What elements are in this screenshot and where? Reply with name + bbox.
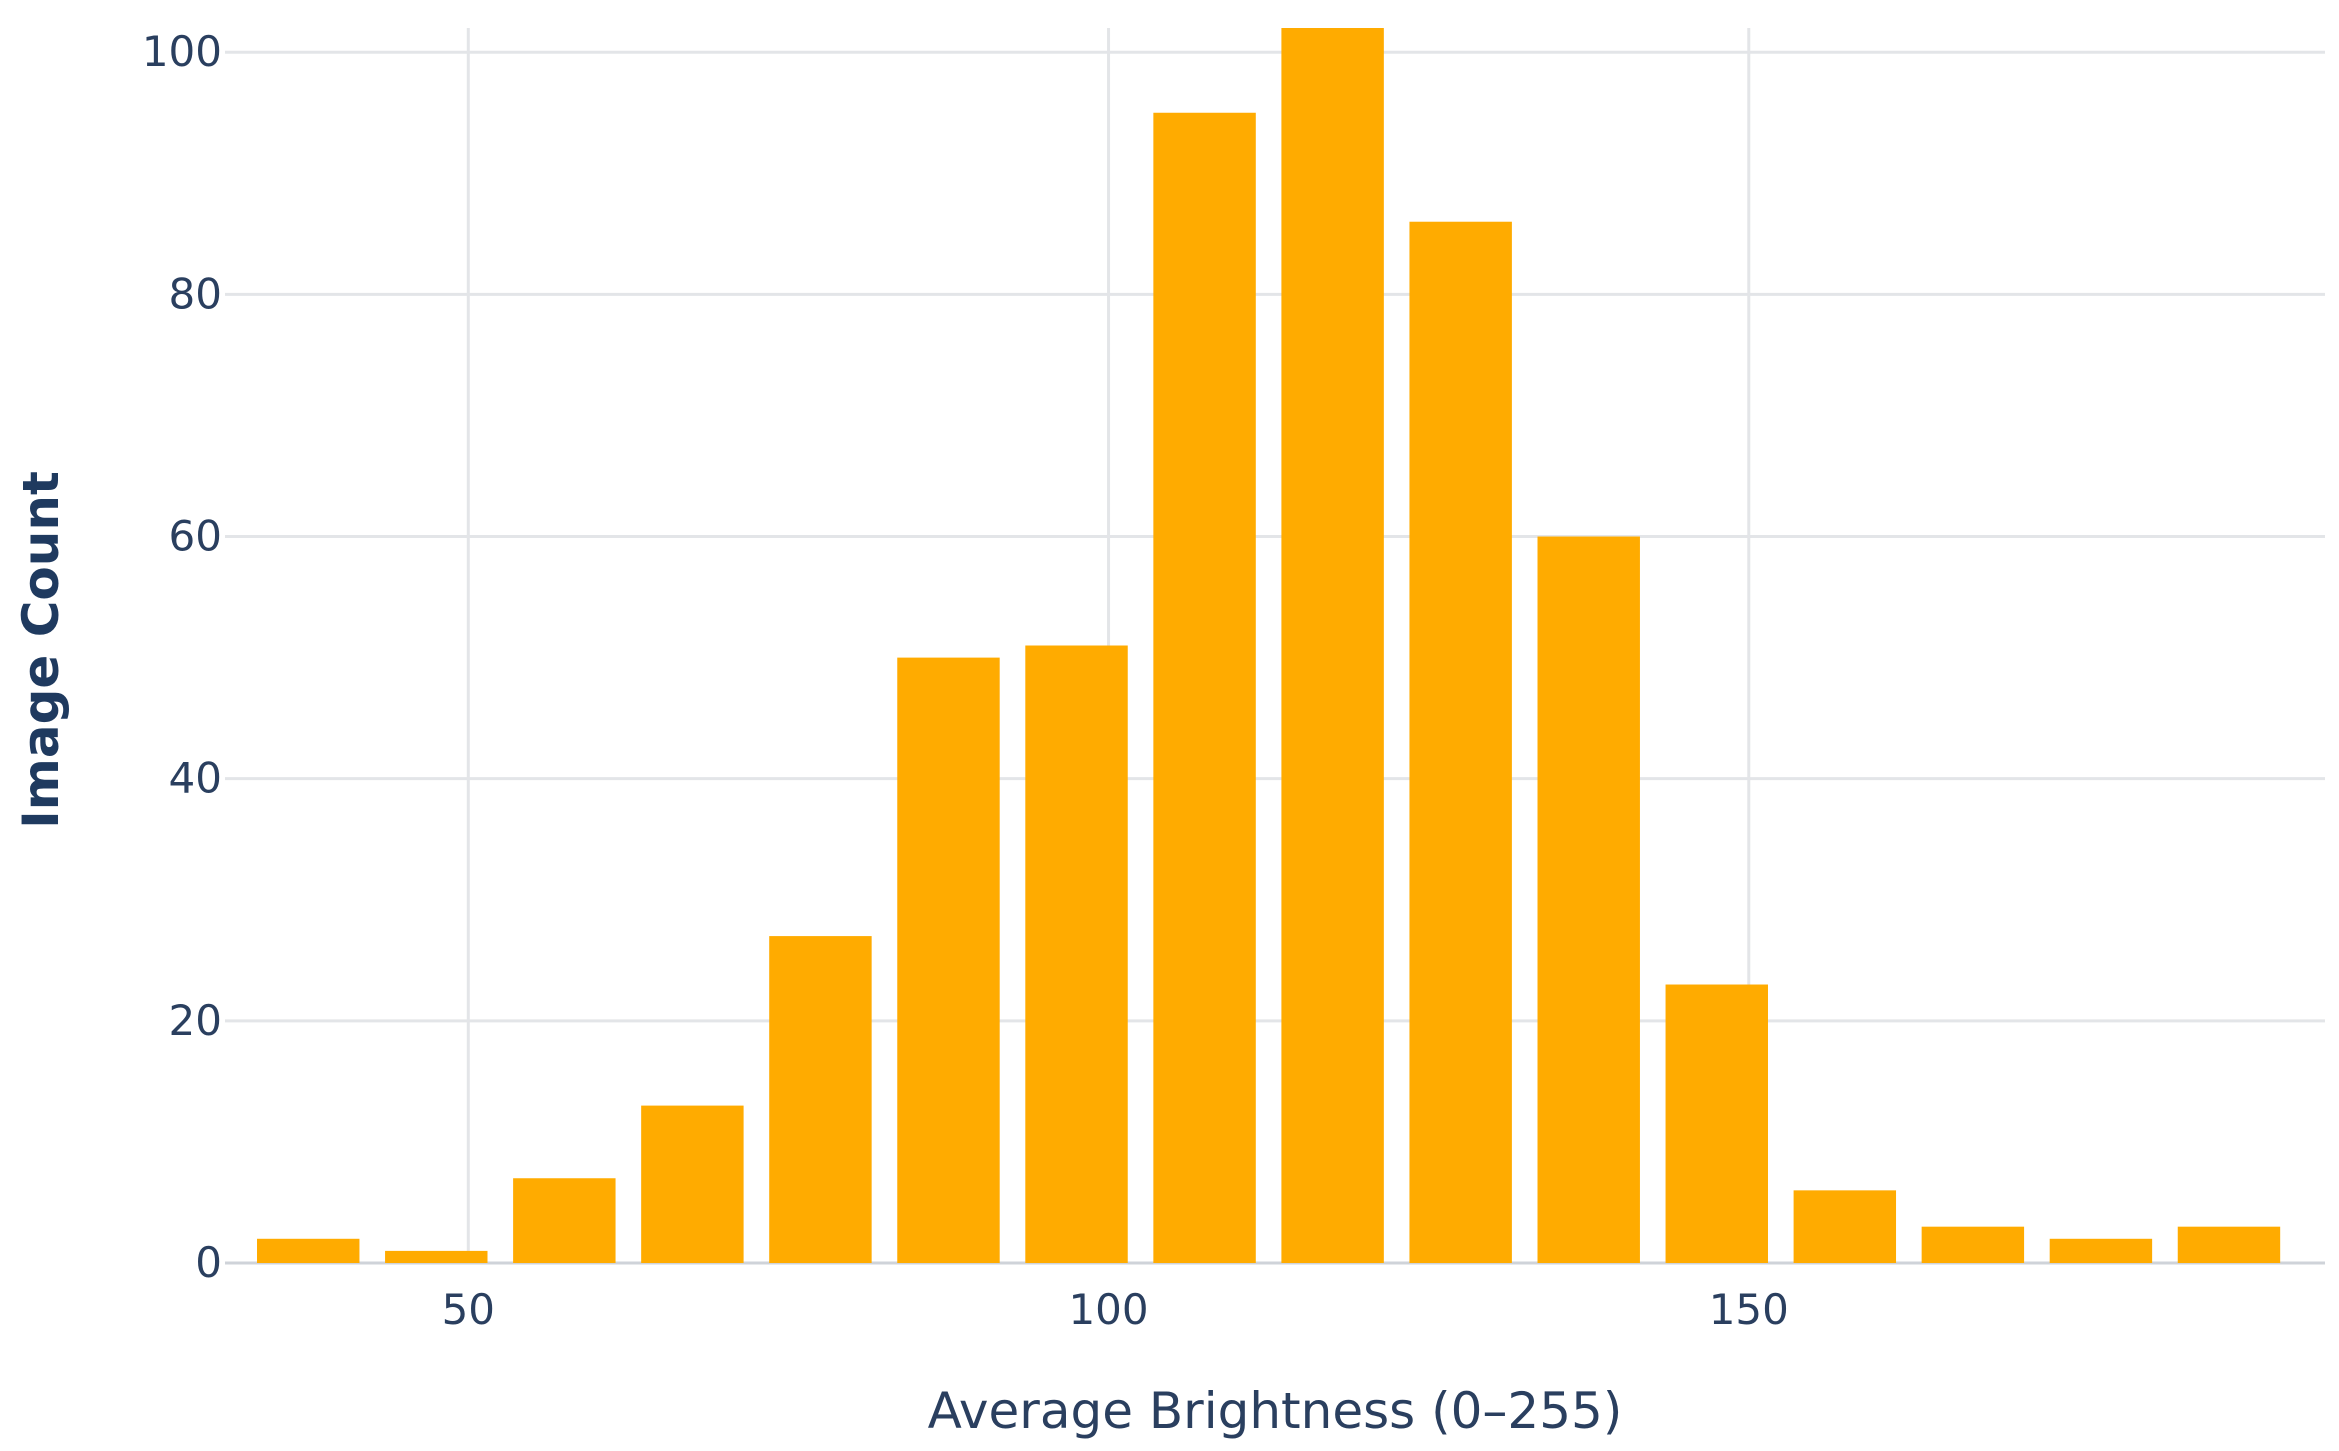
y-tick-label: 100 xyxy=(142,27,222,76)
grid-lines xyxy=(225,28,2325,1265)
histogram-bar[interactable] xyxy=(1537,536,1640,1263)
histogram-bar[interactable] xyxy=(257,1238,360,1263)
histogram-bar[interactable] xyxy=(2177,1226,2281,1263)
x-tick-label: 150 xyxy=(1709,1285,1789,1334)
histogram-bar[interactable] xyxy=(1665,984,1768,1263)
histogram-bar[interactable] xyxy=(2049,1238,2153,1263)
histogram-bar[interactable] xyxy=(769,936,872,1263)
y-tick-label: 0 xyxy=(195,1238,222,1287)
histogram-bar[interactable] xyxy=(1409,221,1512,1264)
y-axis-ticks: 0 20 40 60 80 100 xyxy=(142,27,222,1287)
histogram-bar[interactable] xyxy=(641,1105,744,1263)
x-tick-label: 50 xyxy=(442,1285,495,1334)
histogram-bar[interactable] xyxy=(1921,1226,2025,1263)
histogram-bar[interactable] xyxy=(897,657,1000,1263)
histogram-bar[interactable] xyxy=(385,1250,488,1263)
bars xyxy=(257,28,2281,1264)
histogram-bar[interactable] xyxy=(1281,28,1384,1263)
y-tick-label: 80 xyxy=(169,269,222,318)
histogram-bar[interactable] xyxy=(1153,112,1256,1264)
x-axis-title: Average Brightness (0–255) xyxy=(928,1382,1623,1440)
x-tick-label: 100 xyxy=(1068,1285,1148,1334)
histogram-bar[interactable] xyxy=(1793,1190,1897,1263)
x-axis-ticks: 50 100 150 xyxy=(442,1285,1789,1334)
histogram-bar[interactable] xyxy=(1025,645,1128,1264)
y-axis-title: Image Count xyxy=(12,471,70,829)
y-tick-label: 40 xyxy=(169,754,222,803)
y-tick-label: 60 xyxy=(169,512,222,561)
histogram-bar[interactable] xyxy=(513,1178,616,1263)
y-tick-label: 20 xyxy=(169,996,222,1045)
